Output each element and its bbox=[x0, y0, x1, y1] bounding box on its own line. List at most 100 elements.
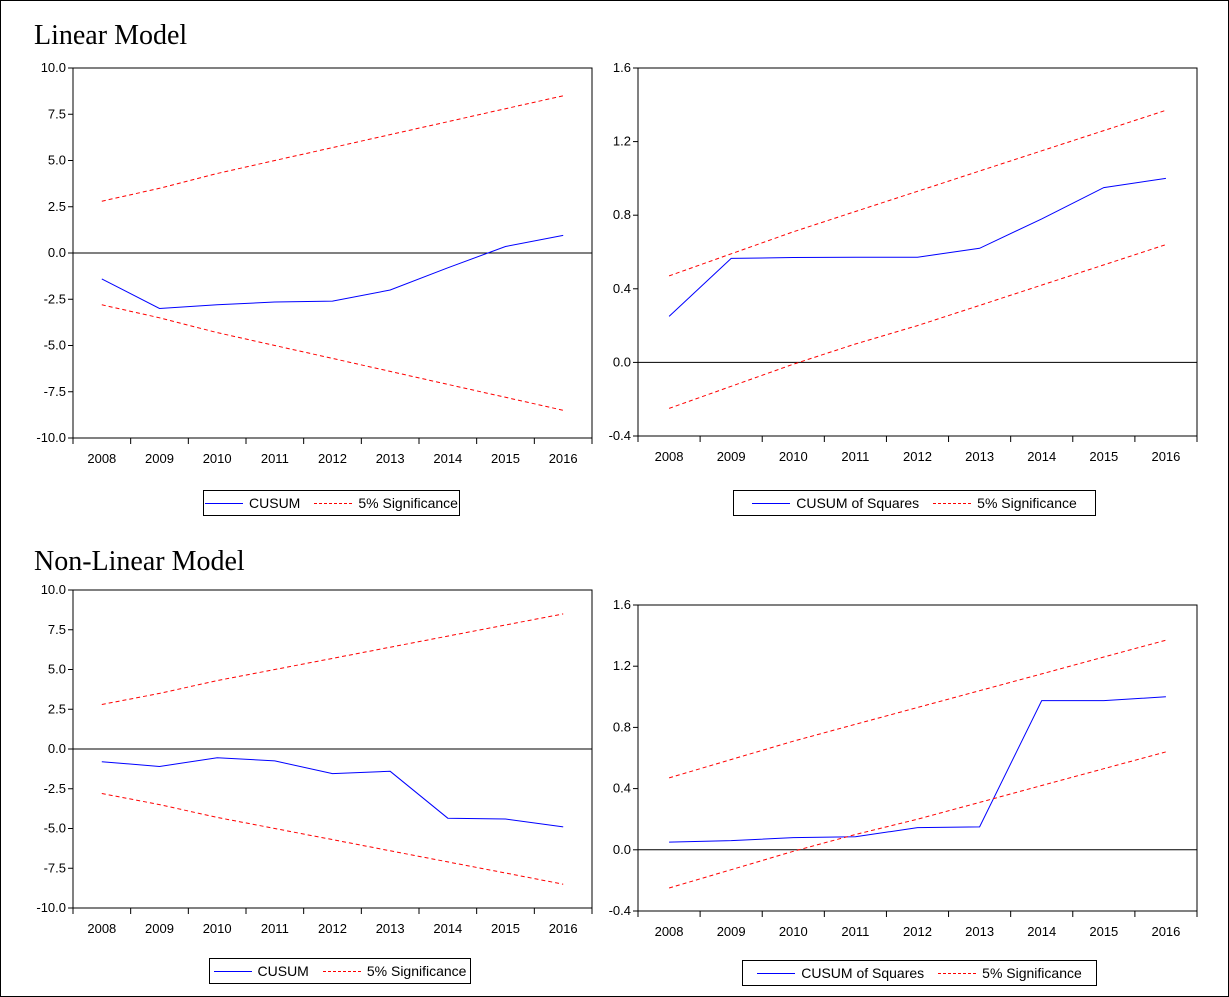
legend-dashed-swatch bbox=[314, 502, 353, 504]
legend-linear-cusum: CUSUM 5% Significance bbox=[203, 490, 460, 516]
x-tick-label: 2014 bbox=[433, 451, 462, 466]
legend-dashed-label: 5% Significance bbox=[358, 495, 458, 511]
x-tick-label: 2014 bbox=[1027, 449, 1056, 464]
y-tick-label: -5.0 bbox=[44, 338, 66, 353]
x-tick-label: 2015 bbox=[1089, 449, 1118, 464]
lower-significance-band bbox=[101, 793, 564, 885]
x-tick-label: 2011 bbox=[841, 924, 869, 939]
y-tick-label: 1.6 bbox=[613, 60, 631, 75]
cusum-series-line bbox=[668, 177, 1166, 317]
x-tick-label: 2013 bbox=[376, 921, 405, 936]
y-tick-label: 1.2 bbox=[613, 134, 631, 149]
x-tick-label: 2016 bbox=[1151, 924, 1180, 939]
y-tick-label: 2.5 bbox=[48, 199, 66, 214]
non-linear-model-title: Non-Linear Model bbox=[34, 546, 245, 577]
y-tick-label: 0.0 bbox=[613, 842, 631, 857]
x-tick-label: 2011 bbox=[261, 451, 289, 466]
x-tick-label: 2015 bbox=[491, 921, 520, 936]
y-tick-label: -7.5 bbox=[44, 860, 66, 875]
upper-significance-band bbox=[668, 109, 1167, 277]
y-tick-label: 0.0 bbox=[48, 245, 66, 260]
x-tick-label: 2008 bbox=[87, 921, 116, 936]
y-tick-label: -10.0 bbox=[36, 430, 66, 445]
legend-nonlinear-cusum: CUSUM 5% Significance bbox=[209, 958, 471, 984]
legend-solid-swatch bbox=[205, 502, 244, 504]
y-tick-label: 10.0 bbox=[41, 582, 66, 597]
y-tick-label: -5.0 bbox=[44, 821, 66, 836]
lower-significance-band bbox=[668, 244, 1167, 409]
legend-solid-swatch bbox=[752, 502, 791, 504]
y-tick-label: -0.4 bbox=[609, 428, 631, 443]
upper-significance-band bbox=[668, 639, 1167, 779]
y-tick-label: -2.5 bbox=[44, 291, 66, 306]
legend-solid-label: CUSUM bbox=[257, 963, 309, 979]
y-tick-label: -10.0 bbox=[36, 900, 66, 915]
x-tick-label: 2012 bbox=[903, 924, 932, 939]
x-tick-label: 2012 bbox=[903, 449, 932, 464]
x-tick-label: 2010 bbox=[779, 924, 808, 939]
y-tick-label: 7.5 bbox=[48, 622, 66, 637]
legend-dashed-label: 5% Significance bbox=[982, 965, 1082, 981]
legend-dashed-swatch bbox=[933, 502, 972, 504]
upper-significance-band bbox=[101, 95, 564, 202]
cusum-series-line bbox=[101, 234, 564, 310]
x-tick-label: 2015 bbox=[1089, 924, 1118, 939]
plot-frame bbox=[637, 604, 1198, 912]
x-tick-label: 2016 bbox=[549, 921, 578, 936]
x-tick-label: 2011 bbox=[841, 449, 869, 464]
y-tick-label: 0.4 bbox=[613, 781, 631, 796]
x-tick-label: 2012 bbox=[318, 921, 347, 936]
legend-dashed-label: 5% Significance bbox=[977, 495, 1077, 511]
y-tick-label: 1.2 bbox=[613, 658, 631, 673]
x-tick-label: 2011 bbox=[261, 921, 289, 936]
y-tick-label: 1.6 bbox=[613, 597, 631, 612]
x-tick-label: 2016 bbox=[549, 451, 578, 466]
x-tick-label: 2010 bbox=[203, 451, 232, 466]
x-tick-label: 2012 bbox=[318, 451, 347, 466]
x-tick-label: 2013 bbox=[376, 451, 405, 466]
x-tick-label: 2009 bbox=[145, 921, 174, 936]
plot-frame bbox=[637, 67, 1198, 437]
legend-solid-swatch bbox=[213, 970, 252, 972]
lower-significance-band bbox=[101, 304, 564, 411]
x-tick-label: 2008 bbox=[655, 924, 684, 939]
linear-model-title: Linear Model bbox=[34, 20, 188, 51]
x-tick-label: 2010 bbox=[203, 921, 232, 936]
legend-linear-cusumsq: CUSUM of Squares 5% Significance bbox=[733, 490, 1096, 516]
y-tick-label: 2.5 bbox=[48, 701, 66, 716]
legend-solid-label: CUSUM of Squares bbox=[796, 495, 920, 511]
x-tick-label: 2015 bbox=[491, 451, 520, 466]
x-tick-label: 2009 bbox=[145, 451, 174, 466]
y-tick-label: 0.8 bbox=[613, 719, 631, 734]
x-tick-label: 2013 bbox=[965, 449, 994, 464]
legend-solid-label: CUSUM bbox=[249, 495, 301, 511]
y-tick-label: 5.0 bbox=[48, 662, 66, 677]
legend-dashed-swatch bbox=[322, 970, 361, 972]
y-tick-label: 0.0 bbox=[613, 354, 631, 369]
y-tick-label: -2.5 bbox=[44, 781, 66, 796]
y-tick-label: 0.0 bbox=[48, 741, 66, 756]
cusum-series-line bbox=[669, 696, 1166, 843]
x-tick-label: 2016 bbox=[1151, 449, 1180, 464]
x-tick-label: 2014 bbox=[1027, 924, 1056, 939]
lower-significance-band bbox=[668, 751, 1167, 889]
y-tick-label: -0.4 bbox=[609, 903, 631, 918]
legend-nonlinear-cusumsq: CUSUM of Squares 5% Significance bbox=[742, 960, 1097, 986]
x-tick-label: 2008 bbox=[655, 449, 684, 464]
upper-significance-band bbox=[101, 613, 564, 705]
x-tick-label: 2010 bbox=[779, 449, 808, 464]
legend-dashed-label: 5% Significance bbox=[366, 963, 467, 979]
y-tick-label: -7.5 bbox=[44, 384, 66, 399]
legend-solid-label: CUSUM of Squares bbox=[801, 965, 925, 981]
legend-solid-swatch bbox=[757, 972, 796, 974]
y-tick-label: 7.5 bbox=[48, 106, 66, 121]
x-tick-label: 2013 bbox=[965, 924, 994, 939]
y-tick-label: 0.8 bbox=[613, 207, 631, 222]
cusum-series-line bbox=[101, 757, 564, 828]
y-tick-label: 5.0 bbox=[48, 153, 66, 168]
x-tick-label: 2014 bbox=[433, 921, 462, 936]
